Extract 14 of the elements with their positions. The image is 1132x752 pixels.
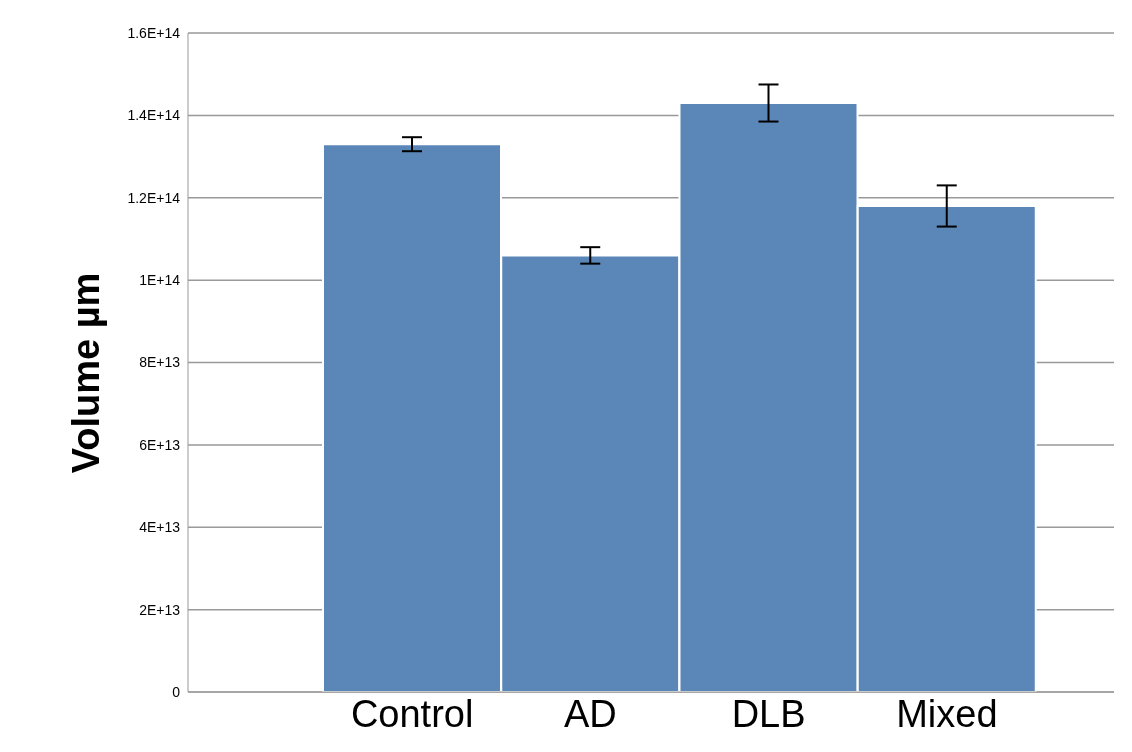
x-tick-label: Mixed bbox=[896, 692, 998, 735]
y-tick-label: 8E+13 bbox=[139, 354, 181, 371]
y-axis-title: Volume µm bbox=[64, 272, 108, 474]
y-tick-label: 1E+14 bbox=[139, 272, 181, 289]
y-tick-label: 4E+13 bbox=[139, 519, 181, 536]
y-tick-label: 1.4E+14 bbox=[127, 107, 181, 124]
y-tick-label: 1.6E+14 bbox=[127, 24, 181, 41]
x-tick-label: AD bbox=[563, 692, 617, 735]
x-tick-label: Control bbox=[350, 692, 474, 735]
y-tick-label: 2E+13 bbox=[139, 601, 181, 618]
y-tick-label: 6E+13 bbox=[139, 436, 181, 453]
x-tick-label: DLB bbox=[731, 692, 806, 735]
y-tick-label: 0 bbox=[172, 683, 181, 700]
y-tick-label: 1.2E+14 bbox=[127, 189, 181, 206]
